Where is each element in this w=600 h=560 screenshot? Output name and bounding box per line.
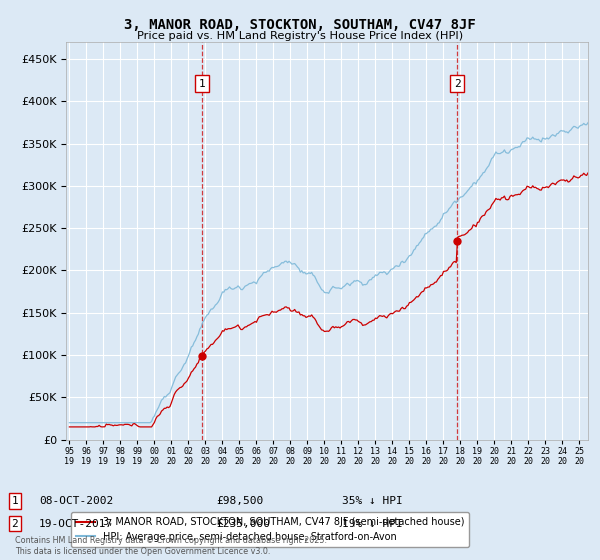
Text: 2: 2 (11, 519, 19, 529)
Text: Price paid vs. HM Land Registry's House Price Index (HPI): Price paid vs. HM Land Registry's House … (137, 31, 463, 41)
Text: Contains HM Land Registry data © Crown copyright and database right 2025.
This d: Contains HM Land Registry data © Crown c… (15, 536, 327, 556)
Text: 19-OCT-2017: 19-OCT-2017 (39, 519, 113, 529)
Text: 2: 2 (454, 79, 460, 88)
Text: £235,000: £235,000 (216, 519, 270, 529)
Text: 1: 1 (199, 79, 205, 88)
Text: 1: 1 (11, 496, 19, 506)
Text: 19% ↓ HPI: 19% ↓ HPI (342, 519, 403, 529)
Legend: 3, MANOR ROAD, STOCKTON, SOUTHAM, CV47 8JF (semi-detached house), HPI: Average p: 3, MANOR ROAD, STOCKTON, SOUTHAM, CV47 8… (71, 512, 469, 547)
Text: 08-OCT-2002: 08-OCT-2002 (39, 496, 113, 506)
Text: 35% ↓ HPI: 35% ↓ HPI (342, 496, 403, 506)
Text: 3, MANOR ROAD, STOCKTON, SOUTHAM, CV47 8JF: 3, MANOR ROAD, STOCKTON, SOUTHAM, CV47 8… (124, 18, 476, 32)
Text: £98,500: £98,500 (216, 496, 263, 506)
